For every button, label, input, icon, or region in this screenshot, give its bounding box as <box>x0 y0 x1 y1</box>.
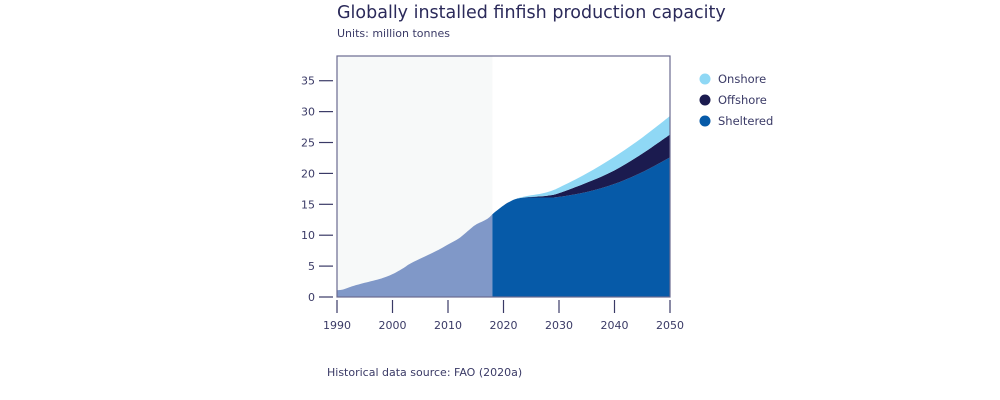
x-tick-label: 1990 <box>323 319 351 332</box>
y-tick-label: 15 <box>301 198 315 211</box>
legend-label-offshore: Offshore <box>718 93 767 107</box>
y-tick-label: 35 <box>301 75 315 88</box>
chart-title: Globally installed finfish production ca… <box>337 3 726 23</box>
historical-area <box>337 214 493 297</box>
plot-frame <box>336 55 671 298</box>
y-tick-label: 0 <box>308 291 315 304</box>
x-tick-label: 2000 <box>379 319 407 332</box>
legend-swatch-sheltered <box>699 115 711 127</box>
legend-label-sheltered: Sheltered <box>718 114 773 128</box>
y-tick-label: 10 <box>301 229 315 242</box>
y-tick-label: 20 <box>301 167 315 180</box>
x-tick-label: 2010 <box>434 319 462 332</box>
x-tick-label: 2030 <box>545 319 573 332</box>
y-tick-label: 25 <box>301 137 315 150</box>
source-note: Historical data source: FAO (2020a) <box>327 366 523 379</box>
legend-swatch-offshore <box>699 94 711 106</box>
area-sheltered <box>492 157 670 297</box>
x-tick-label: 2020 <box>490 319 518 332</box>
area-offshore <box>492 134 670 215</box>
x-tick-label: 2040 <box>601 319 629 332</box>
y-tick-label: 5 <box>308 260 315 273</box>
y-tick-label: 30 <box>301 106 315 119</box>
legend-label-onshore: Onshore <box>718 72 766 86</box>
legend-swatch-onshore <box>699 73 711 85</box>
chart-subtitle: Units: million tonnes <box>337 27 450 40</box>
x-tick-label: 2050 <box>656 319 684 332</box>
